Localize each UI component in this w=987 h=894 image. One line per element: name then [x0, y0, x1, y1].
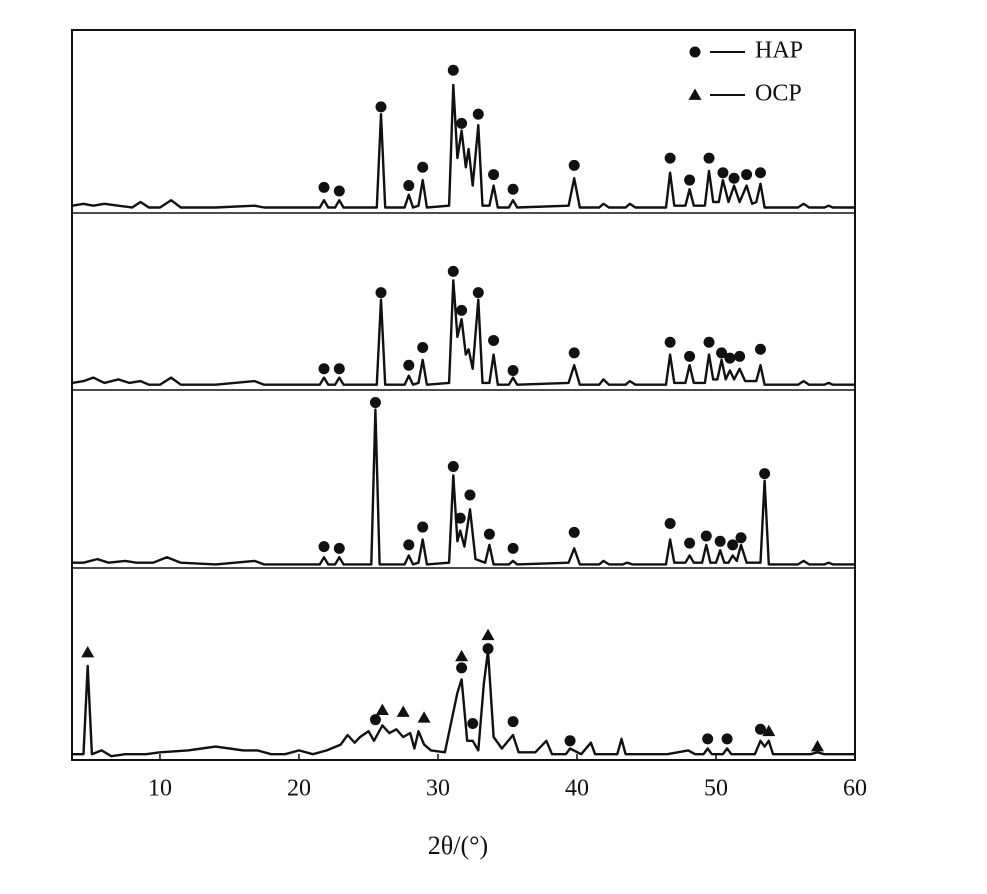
triangle-marker	[396, 705, 410, 717]
circle-marker	[454, 512, 466, 524]
circle-marker	[754, 343, 766, 355]
circle-marker	[472, 108, 484, 120]
circle-marker	[369, 714, 381, 726]
x-axis-title: 2θ/(°)	[428, 831, 488, 860]
x-tick-label: 60	[843, 776, 867, 802]
circle-marker	[417, 161, 429, 173]
legend-label: OCP	[755, 81, 802, 107]
circle-marker	[447, 265, 459, 277]
circle-marker	[664, 518, 676, 529]
circle-marker	[721, 733, 733, 745]
circle-marker	[703, 336, 715, 348]
circle-marker	[727, 539, 739, 551]
triangle-marker	[455, 649, 469, 662]
x-tick-label: 10	[148, 776, 172, 802]
xrd-pattern	[72, 279, 855, 386]
triangle-marker	[417, 711, 431, 723]
circle-marker	[417, 521, 429, 533]
circle-marker	[734, 350, 746, 362]
circle-marker	[507, 183, 519, 195]
circle-marker	[735, 532, 747, 544]
circle-marker	[333, 185, 345, 197]
circle-marker	[472, 287, 484, 299]
circle-marker	[664, 152, 676, 164]
circle-marker	[703, 152, 715, 164]
circle-marker	[759, 468, 771, 480]
x-tick-label: 40	[565, 776, 589, 802]
circle-marker	[568, 347, 580, 359]
circle-marker	[684, 350, 696, 362]
x-tick-label: 50	[704, 776, 728, 802]
circle-marker	[456, 117, 468, 129]
circle-marker	[754, 723, 766, 735]
triangle-marker	[481, 628, 495, 641]
triangle-marker	[762, 724, 776, 737]
circle-marker	[318, 181, 330, 193]
circle-marker	[684, 174, 696, 186]
circle-marker	[488, 169, 500, 181]
circle-marker	[714, 535, 726, 547]
circle-marker	[507, 542, 519, 554]
circle-marker	[333, 363, 345, 375]
circle-marker	[447, 461, 459, 473]
circle-marker	[717, 167, 729, 179]
xrd-pattern	[72, 83, 855, 209]
circle-marker	[403, 359, 415, 371]
circle-marker	[403, 539, 415, 551]
circle-marker	[564, 735, 576, 747]
circle-marker	[483, 528, 495, 540]
circle-marker	[568, 159, 580, 171]
circle-marker	[464, 489, 476, 501]
circle-marker	[664, 336, 676, 348]
circle-marker	[318, 363, 330, 375]
circle-marker	[724, 352, 736, 364]
circle-marker	[702, 733, 714, 745]
circle-marker	[754, 167, 766, 179]
x-tick-label: 20	[287, 776, 311, 802]
circle-marker	[689, 46, 701, 58]
circle-marker	[568, 526, 580, 538]
circle-marker	[456, 304, 468, 316]
circle-marker	[333, 542, 345, 554]
circle-marker	[507, 716, 519, 728]
circle-marker	[741, 169, 753, 181]
circle-marker	[456, 662, 468, 674]
triangle-marker	[688, 88, 702, 100]
circle-marker	[716, 347, 728, 359]
circle-marker	[700, 530, 712, 542]
circle-marker	[488, 334, 500, 346]
x-tick-label: 30	[426, 776, 450, 802]
triangle-marker	[810, 740, 824, 752]
triangle-marker	[81, 645, 95, 658]
circle-marker	[728, 172, 740, 184]
circle-marker	[467, 718, 479, 730]
triangle-marker	[375, 703, 389, 715]
circle-marker	[375, 287, 387, 299]
circle-marker	[447, 64, 459, 76]
circle-marker	[417, 342, 429, 354]
circle-marker	[318, 541, 330, 553]
plot-frame	[71, 29, 856, 761]
circle-marker	[684, 537, 696, 549]
legend-label: HAP	[755, 38, 803, 64]
xrd-pattern	[72, 649, 855, 758]
circle-marker	[375, 101, 387, 113]
circle-marker	[369, 396, 381, 408]
circle-marker	[507, 365, 519, 377]
xrd-pattern	[72, 408, 855, 566]
circle-marker	[482, 643, 494, 655]
circle-marker	[403, 180, 415, 192]
